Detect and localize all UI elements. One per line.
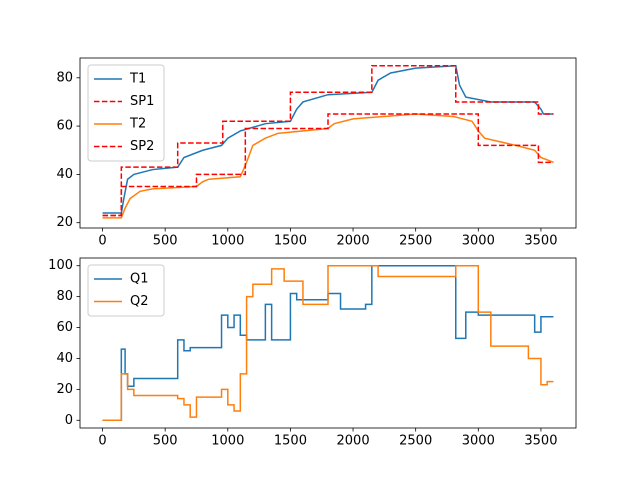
- x-tick-label: 2500: [399, 234, 432, 249]
- y-tick-label: 60: [56, 320, 73, 335]
- y-tick-label: 80: [56, 289, 73, 304]
- legend-label: T1: [129, 72, 146, 87]
- series-line: [102, 113, 554, 219]
- y-tick-label: 60: [56, 119, 73, 134]
- x-tick-label: 3000: [462, 234, 495, 249]
- series-line: [102, 113, 554, 217]
- y-tick-label: 40: [56, 351, 73, 366]
- x-tick-label: 500: [153, 434, 178, 449]
- legend-label: SP2: [130, 139, 154, 154]
- y-tick-label: 0: [65, 413, 73, 428]
- legend-label: Q1: [130, 272, 149, 287]
- x-tick-label: 3500: [524, 234, 557, 249]
- axes-frame: [79, 257, 577, 429]
- x-tick-label: 2500: [399, 434, 432, 449]
- x-tick-label: 2000: [337, 434, 370, 449]
- y-tick-label: 20: [56, 215, 73, 230]
- legend-label: T2: [129, 117, 146, 132]
- x-tick-label: 1500: [274, 434, 307, 449]
- y-tick-label: 80: [56, 70, 73, 85]
- x-tick-label: 2000: [337, 234, 370, 249]
- series-line: [102, 64, 554, 214]
- x-tick-label: 3500: [524, 434, 557, 449]
- axes-frame: [79, 57, 577, 229]
- legend-label: SP1: [130, 94, 154, 109]
- series-line: [102, 264, 554, 422]
- series-line: [102, 264, 554, 422]
- x-tick-label: 1000: [211, 434, 244, 449]
- legend-box: [87, 264, 165, 317]
- legend-label: Q2: [130, 294, 149, 309]
- y-tick-label: 100: [48, 258, 73, 273]
- series-line: [102, 64, 554, 217]
- x-tick-label: 1000: [211, 234, 244, 249]
- x-tick-label: 0: [98, 234, 106, 249]
- legend-box: [87, 64, 165, 162]
- x-tick-label: 3000: [462, 434, 495, 449]
- x-tick-label: 500: [153, 234, 178, 249]
- y-tick-label: 40: [56, 167, 73, 182]
- x-tick-label: 1500: [274, 234, 307, 249]
- y-tick-label: 20: [56, 382, 73, 397]
- x-tick-label: 0: [98, 434, 106, 449]
